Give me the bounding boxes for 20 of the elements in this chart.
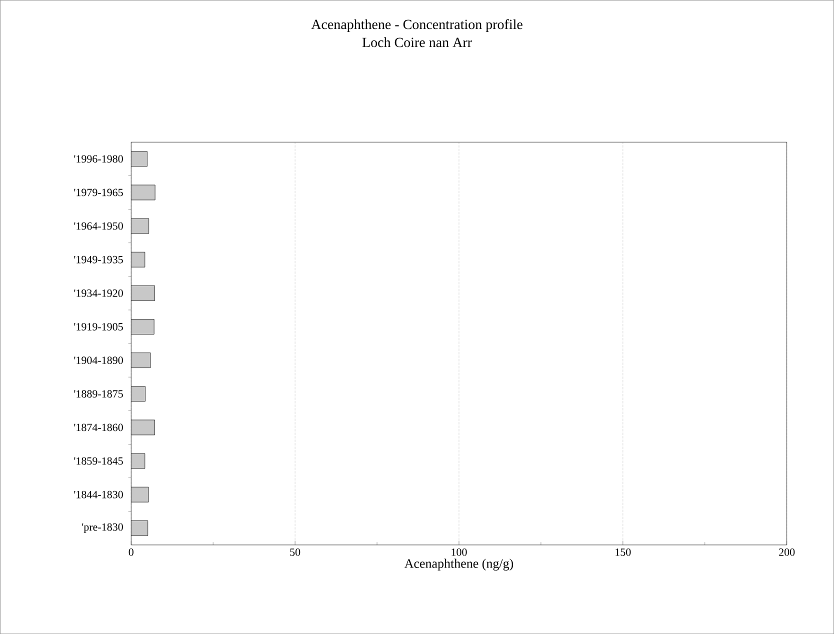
y-tick-label: '1996-1980: [74, 155, 123, 163]
y-tick-label: '1979-1965: [74, 188, 123, 196]
chart-title: Acenaphthene - Concentration profile: [311, 19, 522, 32]
x-tick-label: 50: [290, 548, 300, 556]
y-tick-label: '1859-1845: [74, 457, 123, 465]
y-tick-label: '1844-1830: [74, 490, 123, 498]
x-tick-label: 200: [779, 548, 795, 556]
y-tick-label: '1919-1905: [74, 323, 123, 330]
y-tick-label: '1889-1875: [74, 390, 123, 398]
x-tick-label: 0: [128, 548, 134, 556]
y-tick-label: '1934-1920: [74, 289, 123, 297]
y-tick-label: '1964-1950: [74, 222, 123, 230]
y-tick-label: '1904-1890: [74, 356, 123, 364]
x-axis-title: Acenaphthene (ng/g): [404, 558, 514, 571]
x-tick-label: 100: [452, 548, 467, 556]
x-tick-label: 150: [616, 548, 631, 556]
y-tick-label: '1874-1860: [74, 424, 123, 432]
y-tick-label: 'pre-1830: [82, 523, 123, 533]
chart-subtitle: Loch Coire nan Arr: [362, 37, 472, 48]
y-tick-label: '1949-1935: [74, 256, 123, 264]
